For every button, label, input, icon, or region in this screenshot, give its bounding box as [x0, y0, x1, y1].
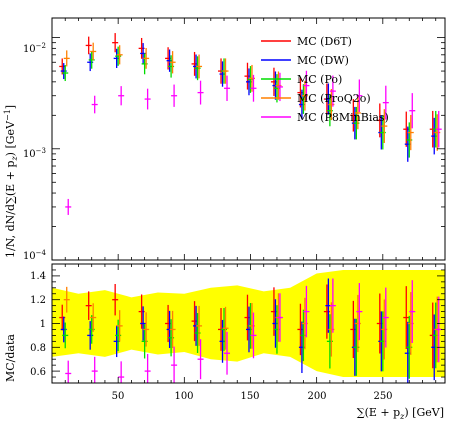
xtick-label-100: 100: [174, 391, 193, 402]
main-series-p8minbias: [65, 70, 442, 215]
legend-label-d6t: MC (D6T): [297, 35, 352, 48]
ratio-series-p0: [62, 302, 439, 379]
x-axis-title: ∑(E + pz) [GeV]: [357, 406, 444, 421]
ytick-label-main-2: 10−3: [23, 147, 46, 160]
main-series-dw: [60, 43, 438, 162]
ytick-label-main-1: 10−2: [23, 42, 46, 55]
legend-label-p0: MC (Po): [297, 73, 342, 86]
xtick-label-150: 150: [240, 391, 259, 402]
main-panel-points: [59, 33, 442, 215]
ratio-panel-points: [59, 278, 442, 383]
legend-label-dw: MC (DW): [297, 54, 349, 67]
main-y-axis-title: 1/N, dN/d∑(E + pz) [GeV−1]: [3, 105, 19, 258]
ytick-label-ratio-3: 1: [40, 319, 46, 330]
xtick-label-250: 250: [373, 391, 392, 402]
main-series-proq20: [63, 42, 441, 151]
ratio-series-p8minbias: [65, 278, 442, 383]
ytick-label-main-3: 10−4: [23, 249, 47, 262]
ratio-series-proq20: [63, 286, 441, 363]
ytick-label-ratio-4: 0.8: [30, 343, 46, 354]
ytick-label-ratio-2: 1.2: [30, 295, 46, 306]
xtick-label-200: 200: [307, 391, 326, 402]
legend-label-p8minbias: MC (P8MinBias): [297, 111, 389, 124]
ytick-label-ratio-1: 1.4: [30, 271, 46, 282]
xtick-label-50: 50: [112, 391, 125, 402]
ratio-y-axis-title: MC/data: [4, 334, 17, 382]
main-series-p0: [62, 46, 439, 158]
legend-label-proq20: MC (ProQ2o): [297, 92, 371, 105]
legend: MC (D6T) MC (DW) MC (Po) MC (ProQ2o) MC …: [261, 35, 389, 124]
ytick-label-ratio-5: 0.6: [30, 367, 46, 378]
main-series-d6t: [59, 33, 436, 148]
main-plot-frame: [51, 17, 446, 261]
axis-ticks: [52, 18, 445, 383]
